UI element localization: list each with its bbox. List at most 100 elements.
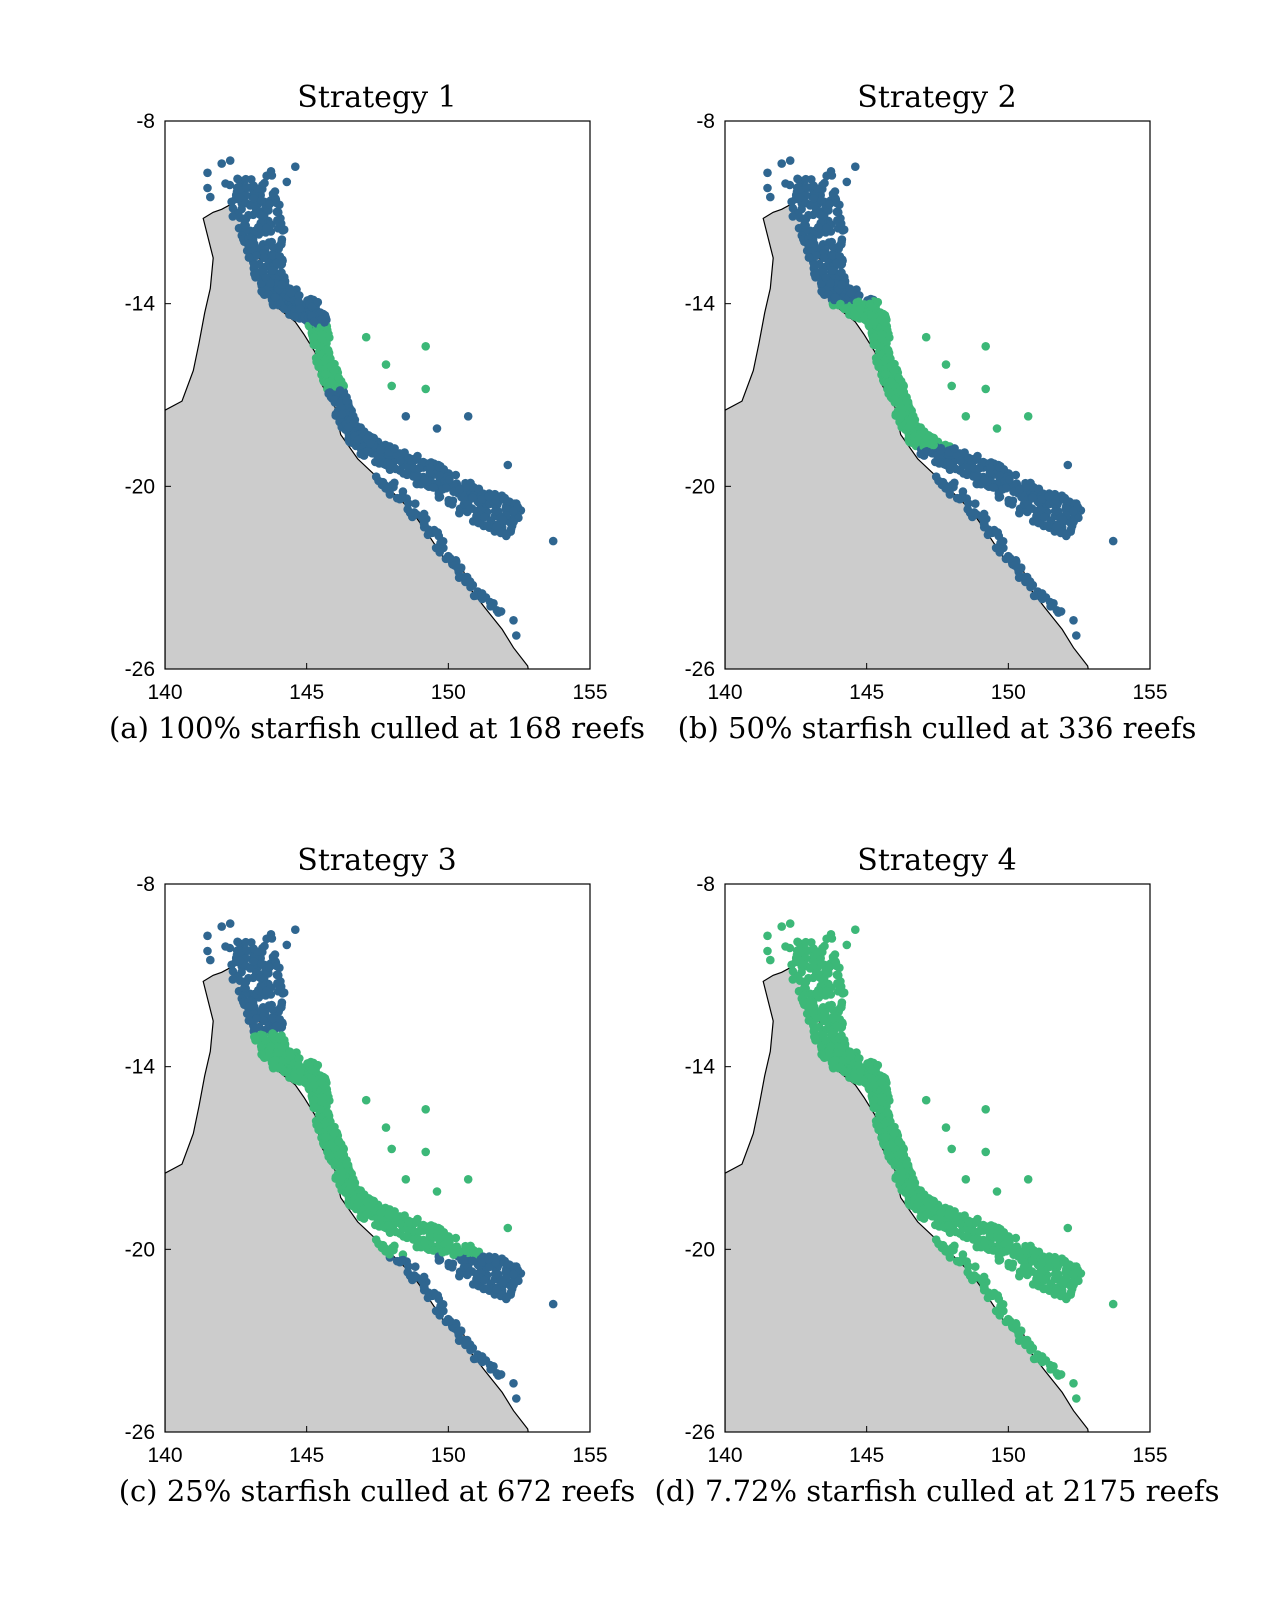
reef-point <box>1045 1262 1054 1272</box>
reef-point <box>255 210 265 219</box>
reef-point <box>498 515 508 524</box>
reef-point <box>817 196 826 205</box>
reef-point <box>313 358 323 368</box>
reef-point <box>366 439 375 449</box>
reef-point <box>992 1187 1002 1196</box>
reef-point <box>267 171 277 180</box>
x-tick-label: 140 <box>147 1444 182 1467</box>
reef-point <box>256 1041 266 1051</box>
reef-point <box>259 1016 269 1026</box>
reef-point <box>1052 522 1061 531</box>
reef-point <box>873 297 883 307</box>
reef-point <box>995 471 1005 481</box>
reef-point <box>1005 553 1015 563</box>
reef-point <box>268 266 277 275</box>
reef-point <box>496 1370 506 1379</box>
reef-point <box>265 963 274 972</box>
y-tick-label: -26 <box>685 658 715 681</box>
reef-point <box>1037 1258 1047 1267</box>
reef-point <box>873 358 883 368</box>
reef-point <box>965 1271 975 1281</box>
reef-point <box>349 418 359 428</box>
x-tick-label: 145 <box>849 1444 884 1467</box>
reef-point <box>235 956 245 965</box>
reef-point <box>870 332 879 342</box>
reef-point <box>249 957 258 966</box>
reef-point <box>1021 1337 1031 1347</box>
reef-point <box>249 260 259 269</box>
reef-point <box>921 1095 931 1105</box>
reef-point <box>819 253 829 263</box>
panel-caption: (a) 100% starfish culled at 168 reefs <box>109 711 645 745</box>
reef-point <box>854 297 863 307</box>
reef-point <box>433 1291 443 1300</box>
reef-point <box>491 495 500 505</box>
reef-point <box>321 369 330 379</box>
reef-point <box>291 162 300 171</box>
reef-point <box>822 223 831 233</box>
reef-point <box>945 487 954 496</box>
axis-ticks: 140 145 150 155 -8 -14 -20 -26 <box>685 110 1168 704</box>
reef-point <box>827 1004 837 1014</box>
reef-point <box>867 302 877 312</box>
reef-point <box>313 1121 323 1131</box>
reef-point <box>228 212 238 221</box>
y-tick-label: -8 <box>136 110 155 133</box>
reef-point <box>1011 470 1021 480</box>
reef-point <box>461 574 471 584</box>
reef-point <box>1108 536 1118 546</box>
reef-point <box>411 1262 420 1271</box>
reef-point <box>956 456 965 466</box>
reef-point <box>399 469 408 478</box>
reef-point <box>1063 460 1073 470</box>
reef-point <box>961 1175 971 1184</box>
reef-point <box>766 955 775 965</box>
axis-ticks: 140 145 150 155 -8 -14 -20 -26 <box>125 110 608 704</box>
reef-point <box>801 937 811 947</box>
reef-point <box>242 182 251 192</box>
y-tick-label: -14 <box>125 1056 156 1079</box>
panel-caption: (b) 50% starfish culled at 336 reefs <box>678 711 1197 745</box>
reef-point <box>235 193 245 202</box>
reef-point <box>401 412 411 421</box>
y-tick-label: -14 <box>685 293 716 316</box>
reef-point <box>886 1140 896 1149</box>
reef-point <box>294 297 303 307</box>
reef-point <box>235 213 245 222</box>
reef-point <box>1069 1269 1078 1279</box>
reef-point <box>272 198 281 208</box>
reef-point <box>221 179 230 188</box>
reef-point <box>295 304 305 313</box>
reef-point <box>834 208 843 217</box>
reef-point <box>821 273 831 282</box>
reef-point <box>277 240 286 249</box>
reef-point <box>233 937 242 947</box>
reef-point <box>946 459 955 468</box>
reef-point <box>812 1014 821 1023</box>
axis-ticks: 140 145 150 155 -8 -14 -20 -26 <box>125 873 608 1467</box>
x-tick-label: 150 <box>991 1444 1026 1467</box>
reef-point <box>804 253 814 262</box>
reef-point <box>483 1284 492 1293</box>
reef-point <box>837 268 846 277</box>
reef-point <box>447 1263 457 1272</box>
reef-point <box>426 1226 435 1236</box>
reef-point <box>947 1144 956 1154</box>
reef-point <box>979 1272 989 1282</box>
reef-point <box>244 1002 254 1011</box>
reef-point <box>275 252 285 261</box>
reef-point <box>249 194 258 203</box>
reef-point <box>854 1054 864 1063</box>
reef-point <box>337 409 347 419</box>
reef-point <box>330 1129 339 1138</box>
reef-point <box>1005 1316 1015 1326</box>
reef-point <box>781 179 790 188</box>
reef-point <box>1013 1326 1023 1336</box>
panel-strategy-3: Strategy 3 140 145 150 155 -8 -14 -20 -26 (c) 2… <box>119 843 636 1508</box>
reef-point <box>941 1123 951 1132</box>
reef-point <box>469 1354 479 1364</box>
reef-point <box>829 1013 838 1023</box>
reef-point <box>313 297 323 307</box>
reef-point <box>286 1052 296 1061</box>
